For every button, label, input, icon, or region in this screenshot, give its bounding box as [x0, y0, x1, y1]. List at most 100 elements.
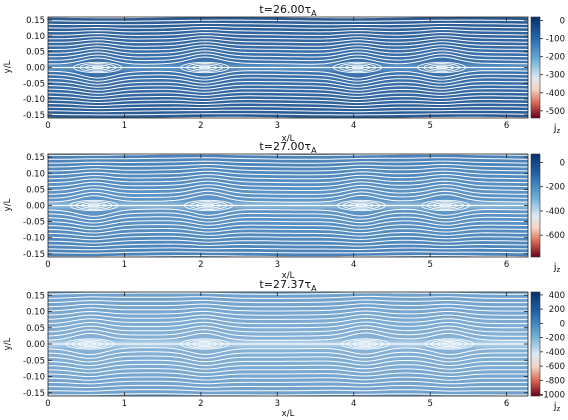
island-core	[86, 342, 95, 346]
field-line	[48, 216, 528, 224]
magnetic-island	[75, 201, 113, 210]
magnetic-island	[87, 203, 101, 208]
y-tick-label: 0.00	[26, 202, 45, 212]
y-tick-label: 0.05	[26, 48, 45, 58]
field-line	[48, 317, 528, 325]
field-line	[48, 173, 528, 180]
magnetic-island	[346, 339, 384, 349]
magnetic-island	[439, 203, 452, 208]
y-tick-label: -0.05	[23, 218, 45, 228]
x-tick-label: 4	[351, 121, 356, 131]
magnetic-island	[442, 342, 456, 346]
panel-1-title: t=26.00τA	[259, 3, 317, 18]
field-line	[48, 247, 528, 251]
field-line	[48, 235, 528, 241]
field-line	[48, 389, 528, 392]
magnetic-island	[65, 338, 115, 350]
panel-3-colorbar	[531, 292, 540, 396]
magnetic-island	[339, 63, 377, 72]
panel-3: t=27.37τA 0 1 2 3 4 5 6 0.15 0.10 0.05 0.00 -0.05 -0…	[3, 278, 565, 419]
magnetic-island	[358, 342, 372, 346]
panel-3-ylabel: y/L	[3, 337, 13, 350]
field-line	[48, 368, 528, 374]
x-tick-label: 1	[122, 260, 127, 270]
panel-1-field-lines	[48, 17, 528, 118]
field-line	[48, 50, 528, 58]
field-line	[48, 70, 528, 79]
field-line	[48, 38, 528, 44]
field-line	[48, 177, 528, 184]
field-line	[48, 19, 528, 22]
island-core	[357, 204, 366, 207]
island-core	[445, 342, 454, 346]
y-tick-label: -0.10	[23, 373, 45, 383]
panel-1-ylabel: y/L	[3, 60, 13, 73]
panel-1-colorbar-label: jz	[553, 123, 561, 135]
field-line	[48, 299, 528, 304]
y-tick-label: -0.15	[23, 389, 45, 399]
colorbar-tick-label: 200	[549, 305, 565, 315]
y-tick-label: -0.05	[23, 79, 45, 89]
colorbar-tick-label: -100	[546, 35, 565, 45]
magnetic-island	[196, 202, 221, 209]
field-line	[48, 91, 528, 97]
panel-2-axes: 0 1 2 3 4 5 6 0.15 0.10 0.05 0.00 -0.05 -0.10 -0.15	[23, 153, 528, 270]
magnetic-island	[354, 203, 368, 208]
field-line	[48, 113, 528, 116]
x-tick-label: 3	[275, 121, 280, 131]
x-tick-label: 0	[45, 121, 50, 131]
colorbar-tick-label: 0	[560, 17, 565, 27]
field-line	[48, 243, 528, 248]
y-tick-label: -0.15	[23, 250, 45, 260]
field-line	[48, 170, 528, 176]
magnetic-island	[417, 61, 467, 74]
colorbar-tick-label: -1000	[540, 391, 565, 401]
x-tick-label: 2	[198, 121, 203, 131]
panel-2-field-lines	[48, 154, 528, 257]
magnetic-island	[421, 199, 470, 212]
field-line	[48, 22, 528, 26]
magnetic-island	[79, 63, 117, 72]
panel-2-title: t=27.00τA	[259, 140, 317, 155]
field-line	[48, 160, 528, 164]
magnetic-island	[424, 338, 474, 350]
island-core	[89, 204, 98, 207]
field-line	[48, 347, 528, 356]
y-tick-label: 0.00	[26, 64, 45, 74]
y-tick-label: 0.05	[26, 185, 45, 195]
y-tick-label: 0.10	[26, 308, 45, 318]
colorbar-tick-label: -800	[546, 376, 565, 386]
colorbar-tick-label: 0	[560, 158, 565, 168]
y-tick-label: -0.10	[23, 234, 45, 244]
y-tick-label: 0.00	[26, 340, 45, 350]
field-line	[48, 73, 528, 82]
field-line	[48, 239, 528, 244]
island-core	[204, 204, 213, 207]
colorbar-tick-label: -400	[546, 348, 565, 358]
magnetic-island	[198, 342, 212, 346]
colorbar-tick-label: -200	[546, 53, 565, 63]
magnetic-island	[73, 61, 123, 74]
panel-3-colorbar-frame	[530, 291, 541, 397]
y-tick-label: 0.10	[26, 32, 45, 42]
x-tick-label: 3	[275, 399, 280, 409]
magnetic-island	[190, 201, 227, 210]
x-tick-label: 6	[504, 260, 509, 270]
field-line	[48, 384, 528, 389]
magnetic-island	[180, 61, 230, 74]
field-line	[48, 106, 528, 110]
colorbar-tick-label: -400	[546, 89, 565, 99]
field-line	[48, 292, 528, 295]
magnetic-island	[336, 199, 386, 212]
y-tick-label: 0.15	[26, 291, 45, 301]
magnetic-island	[91, 65, 105, 70]
field-line	[48, 325, 528, 333]
colorbar-tick-label: -300	[546, 71, 565, 81]
colorbar-tick-label: -600	[546, 362, 565, 372]
field-line	[48, 98, 528, 104]
panel-2-colorbar-frame	[530, 153, 541, 258]
x-tick-label: 5	[427, 121, 432, 131]
magnetic-island	[429, 64, 455, 71]
magnetic-island	[430, 339, 468, 349]
